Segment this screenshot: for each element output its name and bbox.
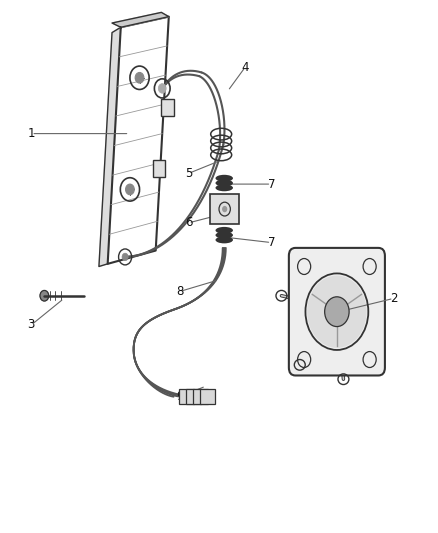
Text: 2: 2 (390, 292, 397, 305)
Circle shape (325, 297, 349, 327)
Text: 5: 5 (185, 167, 192, 180)
FancyBboxPatch shape (210, 194, 239, 224)
Circle shape (158, 84, 166, 93)
Polygon shape (99, 27, 121, 266)
Text: 6: 6 (185, 216, 192, 229)
Text: 7: 7 (268, 236, 275, 249)
FancyBboxPatch shape (161, 99, 173, 116)
Text: 8: 8 (176, 285, 184, 298)
Circle shape (122, 253, 128, 261)
Circle shape (126, 184, 134, 195)
FancyBboxPatch shape (186, 389, 201, 404)
Text: 7: 7 (268, 177, 275, 191)
Ellipse shape (215, 227, 233, 234)
FancyBboxPatch shape (179, 389, 194, 404)
Circle shape (222, 206, 227, 212)
Text: 4: 4 (241, 61, 249, 74)
FancyBboxPatch shape (152, 160, 165, 176)
Ellipse shape (215, 184, 233, 191)
Polygon shape (112, 12, 169, 27)
Ellipse shape (215, 175, 233, 182)
Ellipse shape (215, 232, 233, 239)
Circle shape (40, 290, 49, 301)
FancyBboxPatch shape (200, 389, 215, 404)
Ellipse shape (215, 237, 233, 244)
Text: 1: 1 (28, 127, 35, 140)
Text: 3: 3 (28, 319, 35, 332)
Circle shape (307, 276, 367, 348)
Ellipse shape (215, 180, 233, 187)
Text: 9: 9 (176, 390, 184, 403)
Circle shape (135, 72, 144, 83)
FancyBboxPatch shape (193, 389, 208, 404)
FancyBboxPatch shape (289, 248, 385, 375)
